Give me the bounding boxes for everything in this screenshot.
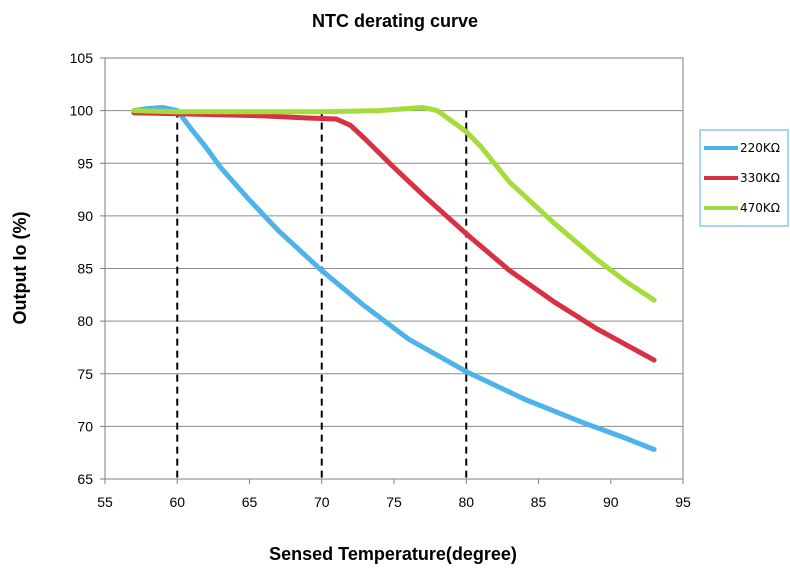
horizontal-gridlines <box>105 57 683 480</box>
x-tick-label-0: 55 <box>97 494 113 510</box>
y-tick-label-2: 75 <box>77 366 93 382</box>
x-axis-ticks: 55 60 65 70 75 80 85 90 95 <box>97 479 691 510</box>
series-line-0 <box>131 105 657 452</box>
legend-label-0: 220KΩ <box>740 141 780 155</box>
legend-label-1: 330KΩ <box>740 171 780 185</box>
x-tick-label-2: 65 <box>242 494 258 510</box>
y-tick-label-4: 85 <box>77 261 93 277</box>
x-tick-label-1: 60 <box>169 494 185 510</box>
y-tick-label-6: 95 <box>77 155 93 171</box>
y-tick-label-7: 100 <box>70 103 94 119</box>
x-tick-label-4: 75 <box>386 494 402 510</box>
y-tick-label-1: 70 <box>77 418 93 434</box>
chart-title: NTC derating curve <box>312 11 478 31</box>
y-axis-label: Output Io (%) <box>10 212 30 325</box>
legend-label-2: 470KΩ <box>740 201 780 215</box>
reference-lines <box>176 110 468 479</box>
y-tick-label-3: 80 <box>77 313 93 329</box>
legend: 220KΩ 330KΩ 470KΩ <box>699 129 789 227</box>
y-tick-label-8: 105 <box>70 50 94 66</box>
series-lines <box>131 105 657 452</box>
x-tick-label-5: 80 <box>458 494 474 510</box>
x-tick-label-3: 70 <box>314 494 330 510</box>
y-tick-label-5: 90 <box>77 208 93 224</box>
x-tick-label-6: 85 <box>531 494 547 510</box>
x-axis-label: Sensed Temperature(degree) <box>269 544 517 564</box>
x-tick-label-7: 90 <box>603 494 619 510</box>
series-line-2 <box>131 105 657 303</box>
y-axis-ticks: 65 70 75 80 85 90 95 100 105 <box>70 50 105 487</box>
series-line-1 <box>131 110 657 363</box>
x-tick-label-8: 95 <box>675 494 691 510</box>
y-tick-label-0: 65 <box>77 471 93 487</box>
